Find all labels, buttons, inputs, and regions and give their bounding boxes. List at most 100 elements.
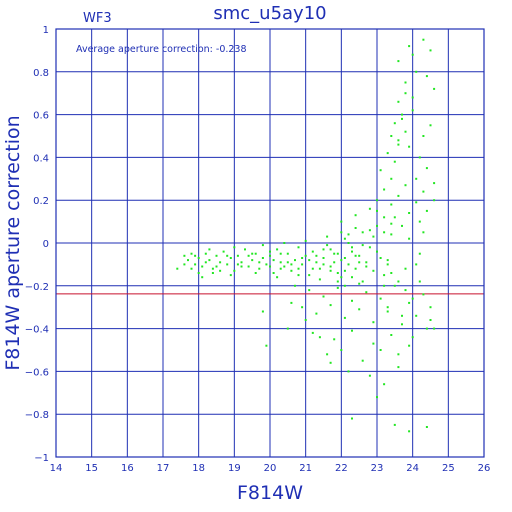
data-point — [261, 257, 264, 259]
data-point — [393, 284, 396, 287]
data-point — [397, 194, 400, 197]
corner-label: WF3 — [83, 11, 112, 26]
data-point — [201, 265, 204, 268]
data-point — [197, 257, 200, 259]
y-tick-label: −0.6 — [25, 367, 49, 378]
data-point — [304, 319, 307, 321]
data-point — [183, 254, 186, 257]
data-point — [376, 209, 378, 212]
data-point — [354, 214, 357, 217]
data-point — [347, 242, 350, 244]
data-point — [433, 199, 436, 202]
data-point — [372, 321, 375, 324]
data-point — [404, 267, 407, 270]
data-point — [425, 327, 428, 330]
data-point — [425, 75, 428, 78]
data-point — [397, 353, 400, 356]
data-point — [408, 301, 411, 304]
data-point — [365, 265, 368, 268]
data-point — [176, 267, 179, 270]
data-point — [408, 212, 411, 214]
data-point — [425, 167, 428, 170]
data-point — [197, 272, 200, 274]
data-point — [433, 182, 436, 185]
data-point — [322, 248, 325, 251]
data-point — [329, 269, 332, 272]
data-point — [326, 244, 329, 247]
data-point — [297, 267, 300, 270]
data-point — [393, 423, 396, 426]
data-point — [183, 263, 186, 266]
data-point — [393, 216, 396, 219]
data-point — [401, 113, 403, 116]
data-point — [219, 269, 222, 272]
data-point — [415, 70, 418, 73]
data-point — [204, 252, 207, 255]
data-point — [340, 231, 343, 234]
data-point — [340, 220, 343, 223]
y-tick-label: 0.6 — [33, 111, 49, 122]
data-point — [258, 261, 261, 264]
data-point — [365, 261, 368, 264]
data-point — [383, 231, 386, 234]
data-point — [422, 135, 425, 137]
data-point — [390, 233, 393, 236]
data-point — [329, 265, 332, 268]
data-point — [283, 242, 286, 244]
data-point — [347, 263, 350, 266]
data-point — [386, 310, 389, 313]
data-point — [215, 265, 218, 268]
data-point — [415, 177, 418, 180]
annotation-text: Average aperture correction: -0.238 — [76, 44, 247, 55]
data-point — [422, 231, 425, 234]
data-point — [329, 361, 332, 364]
data-point — [433, 327, 436, 330]
data-point — [390, 222, 393, 225]
y-tick-label: 1 — [43, 25, 49, 36]
data-point — [411, 336, 414, 339]
data-point — [247, 265, 250, 268]
x-tick-label: 15 — [85, 463, 98, 474]
x-tick-label: 24 — [406, 463, 419, 474]
data-point — [429, 306, 432, 309]
data-point — [290, 263, 293, 266]
data-point — [383, 274, 386, 277]
data-point — [343, 316, 346, 319]
data-point — [304, 254, 307, 257]
data-point — [433, 87, 436, 90]
data-point — [208, 248, 211, 251]
data-point — [386, 259, 389, 262]
data-point — [265, 344, 268, 347]
data-point — [404, 130, 407, 133]
data-point — [390, 203, 393, 206]
data-point — [269, 250, 271, 253]
data-point — [376, 250, 378, 253]
data-point — [376, 224, 378, 227]
data-point — [269, 254, 271, 257]
data-point — [308, 274, 311, 277]
data-point — [194, 254, 197, 257]
data-point — [265, 263, 268, 266]
data-point — [322, 295, 325, 298]
data-point — [311, 331, 314, 334]
x-tick-labels: 14 15 16 17 18 19 20 21 22 23 24 25 26 — [50, 463, 491, 474]
data-point — [411, 53, 414, 56]
data-point — [208, 259, 211, 262]
data-point — [368, 374, 371, 377]
data-point — [397, 280, 400, 283]
data-point — [358, 282, 361, 285]
data-point — [383, 383, 386, 386]
data-point — [408, 344, 411, 347]
data-point — [408, 237, 411, 240]
data-point — [347, 370, 350, 373]
data-point — [286, 327, 289, 330]
data-point — [254, 272, 257, 274]
data-point — [329, 304, 332, 307]
data-point — [308, 289, 311, 292]
data-point — [404, 92, 407, 95]
data-point — [408, 145, 411, 148]
data-point — [351, 246, 353, 249]
data-point — [379, 169, 382, 172]
data-point — [343, 257, 346, 259]
y-tick-label: −1 — [34, 453, 49, 464]
